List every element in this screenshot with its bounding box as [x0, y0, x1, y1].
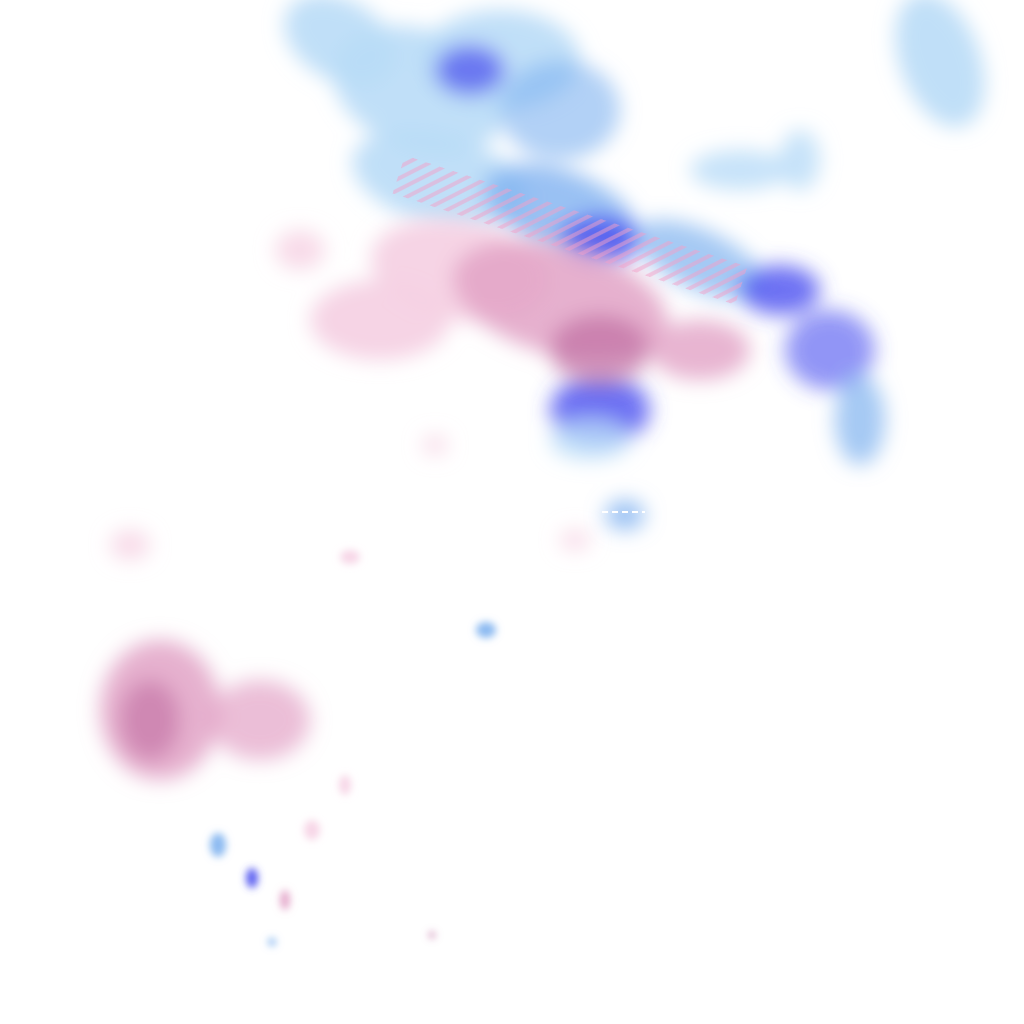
rain-cell: [500, 60, 620, 160]
mixed-precip-cell: [560, 530, 590, 550]
mixed-precip-cell: [650, 320, 750, 380]
rain-cell: [690, 150, 790, 190]
rain-cell: [435, 45, 505, 95]
small-precip-cell: [340, 550, 360, 564]
small-cells-layer: [210, 550, 496, 946]
rain-cell: [835, 375, 885, 465]
mixed-precip-cell: [275, 230, 325, 270]
small-precip-cell: [280, 890, 290, 910]
small-precip-cell: [476, 622, 496, 638]
mixed-precip-cell: [423, 435, 447, 455]
mixed-precip-layer: [100, 218, 750, 780]
small-precip-cell: [268, 938, 276, 946]
small-precip-cell: [304, 820, 320, 840]
mixed-precip-cell: [120, 680, 180, 760]
small-precip-cell: [210, 833, 226, 857]
rain-cell: [785, 310, 875, 390]
rain-cell: [550, 420, 630, 460]
small-precip-cell: [246, 868, 258, 888]
mixed-precip-cell: [110, 530, 150, 560]
rain-cell: [605, 500, 645, 530]
rain-cell: [780, 130, 820, 190]
mixed-precip-cell: [210, 680, 310, 760]
hatch-band: [392, 155, 748, 305]
rain-cell: [740, 265, 820, 315]
mixed-precip-cell: [550, 315, 650, 385]
rain-cell: [895, 0, 985, 128]
mixed-precip-cell: [310, 280, 450, 360]
small-precip-cell: [429, 932, 435, 938]
small-precip-cell: [339, 775, 351, 795]
